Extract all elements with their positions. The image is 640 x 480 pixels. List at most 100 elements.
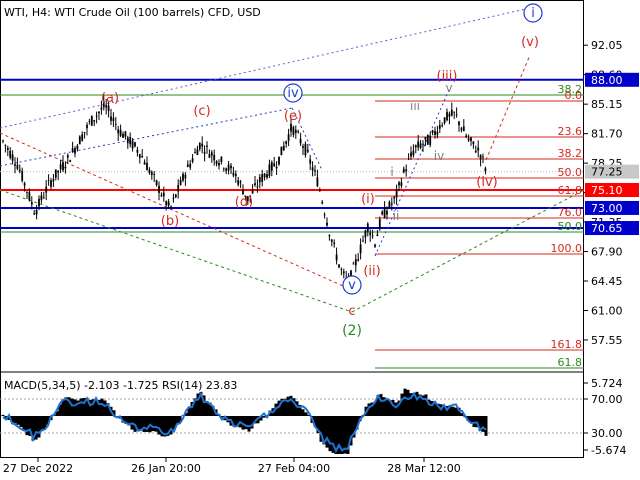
- candle-body: [419, 143, 422, 148]
- macd-bar: [448, 405, 452, 416]
- candle-body: [177, 184, 180, 192]
- candle-body: [306, 149, 309, 152]
- candle-body: [362, 240, 364, 242]
- macd-bar: [436, 403, 440, 416]
- macd-bar: [190, 401, 194, 416]
- macd-bar: [262, 416, 266, 418]
- candle-body: [93, 120, 96, 122]
- macd-bar: [112, 410, 116, 416]
- macd-bar: [424, 394, 428, 416]
- trend-line: [374, 87, 451, 257]
- candle-body: [482, 156, 484, 158]
- candle-body: [114, 123, 117, 125]
- macd-bar: [379, 394, 383, 416]
- wave-label: c: [348, 304, 355, 319]
- y-tick-label: 85.15: [591, 98, 623, 111]
- candle-body: [342, 271, 345, 274]
- macd-bar: [43, 416, 47, 429]
- trend-line: [351, 189, 585, 313]
- macd-bar: [403, 388, 407, 416]
- candle-body: [244, 195, 247, 197]
- candle-body: [117, 129, 120, 134]
- candle-body: [146, 162, 148, 171]
- candle-body: [71, 148, 74, 152]
- candle-body: [424, 137, 427, 140]
- macd-bar: [28, 416, 32, 436]
- fib-level-label: 100.0: [551, 242, 583, 255]
- candle-body: [455, 114, 458, 116]
- macd-bar: [70, 398, 74, 416]
- candle-body: [174, 194, 177, 198]
- fib-level-label: 38.2: [558, 147, 583, 160]
- fib-level-label: 50.0: [558, 166, 583, 179]
- candle-body: [160, 194, 163, 196]
- candle-body: [434, 131, 436, 135]
- candle-body: [273, 163, 276, 167]
- candle-body: [141, 155, 144, 158]
- candle-body: [165, 201, 168, 206]
- candle-body: [364, 230, 367, 238]
- macd-bar: [349, 416, 353, 446]
- candle-body: [35, 210, 38, 215]
- candle-body: [47, 180, 50, 181]
- macd-bar: [235, 416, 239, 427]
- candle-body: [153, 174, 156, 175]
- y-tick-label: 64.45: [591, 275, 623, 288]
- candle-body: [76, 145, 79, 150]
- candle-body: [59, 164, 62, 170]
- candle-body: [479, 154, 482, 160]
- candle-body: [258, 177, 261, 183]
- candle-body: [405, 169, 408, 172]
- candle-body: [441, 125, 444, 127]
- candle-body: [14, 164, 16, 166]
- wave-label: (b): [161, 214, 179, 229]
- candle-body: [66, 155, 69, 158]
- wave-label: iii: [410, 99, 420, 113]
- candle-body: [21, 171, 24, 181]
- candle-body: [26, 191, 28, 193]
- candle-body: [254, 183, 256, 186]
- candle-body: [256, 186, 259, 188]
- osc-tick-label: 5.724: [591, 377, 623, 390]
- macd-bar: [25, 416, 29, 436]
- candle-body: [266, 174, 268, 178]
- osc-tick-label: 70.00: [591, 393, 623, 406]
- candle-body: [122, 133, 124, 138]
- wave-label: v: [348, 278, 356, 293]
- candle-body: [124, 131, 127, 137]
- macd-bar: [175, 416, 179, 425]
- candle-body: [446, 111, 448, 121]
- macd-bar: [97, 399, 101, 416]
- fib-level-label: 38.2: [558, 83, 583, 96]
- macd-bar: [286, 396, 290, 416]
- wave-label: i: [390, 165, 393, 179]
- candle-body: [453, 111, 456, 113]
- macd-bar: [331, 416, 335, 453]
- macd-bar: [4, 416, 8, 419]
- candle-body: [366, 223, 369, 232]
- macd-bar: [145, 416, 149, 432]
- candle-body: [189, 163, 192, 168]
- y-tick-label: 61.00: [591, 304, 623, 317]
- candle-body: [167, 201, 170, 206]
- x-tick-label: 27 Dec 2022: [3, 462, 73, 475]
- price-level-tag: [585, 72, 639, 87]
- macd-bar: [46, 416, 50, 425]
- macd-bar: [169, 416, 173, 435]
- macd-bar: [58, 404, 62, 416]
- macd-bar: [13, 416, 17, 424]
- candle-body: [278, 156, 280, 165]
- candle-body: [460, 128, 463, 130]
- price-level-tag: [585, 221, 639, 236]
- wave-circle: [342, 275, 362, 295]
- wave-label: iv: [434, 149, 444, 163]
- current-price-label: 77.25: [591, 166, 623, 179]
- candle-body: [314, 170, 316, 172]
- candle-body: [134, 142, 136, 147]
- candle-body: [354, 259, 357, 266]
- macd-bar: [184, 412, 188, 416]
- macd-bar: [418, 394, 422, 416]
- candle-body: [326, 222, 328, 226]
- rsi-line: [2, 391, 487, 454]
- macd-bar: [412, 392, 416, 416]
